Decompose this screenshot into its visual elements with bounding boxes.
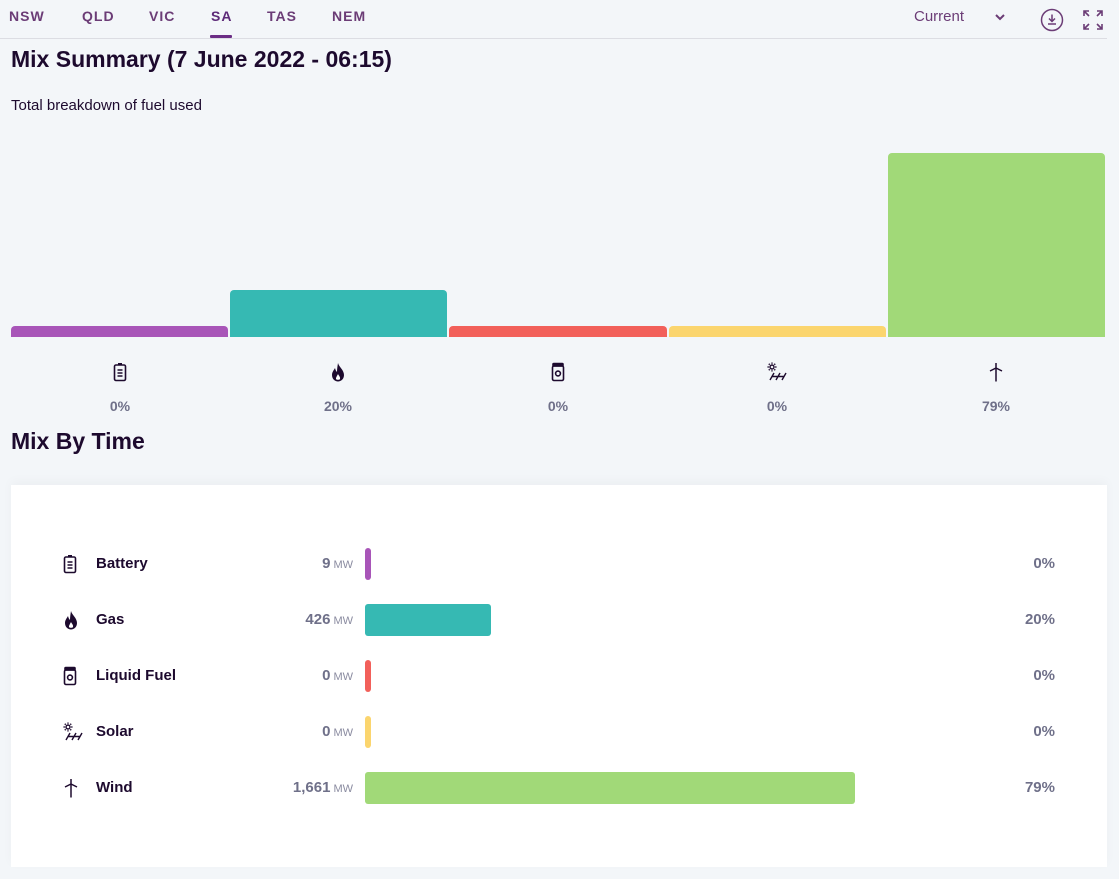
mw-unit: MW (333, 615, 353, 627)
summary-pct-solar: 0% (766, 398, 788, 414)
bar-gas[interactable] (230, 289, 448, 337)
chevron-down-icon (994, 7, 1006, 31)
wind-turbine-icon (63, 778, 79, 803)
fuel-label: Gas (96, 611, 125, 628)
fuel-label: Liquid Fuel (96, 667, 176, 684)
solar-icon (63, 722, 83, 747)
list-item-wind[interactable]: Wind 1,661 MW 79% (11, 772, 1107, 804)
mw-number: 1,661 (292, 779, 331, 796)
fuel-pct: 0% (1033, 667, 1055, 684)
active-tab-indicator (210, 35, 232, 38)
fuel-can-icon (63, 666, 77, 691)
fuel-bar-liquid-fuel (365, 660, 371, 692)
fuel-bar-solar (365, 716, 371, 748)
summary-gas: 20% (298, 362, 378, 414)
download-icon[interactable] (1040, 8, 1064, 37)
flame-icon (298, 362, 378, 388)
battery-icon (80, 362, 160, 388)
summary-pct-battery: 0% (109, 398, 131, 414)
tab-sa[interactable]: SA (211, 8, 233, 24)
mix-summary-chart (11, 130, 1107, 337)
mw-number: 426 (305, 611, 331, 628)
summary-solar: 0% (737, 362, 817, 414)
tab-tas[interactable]: TAS (267, 8, 297, 24)
bar-wind[interactable] (887, 153, 1105, 337)
fuel-pct: 0% (1033, 723, 1055, 740)
summary-pct-gas: 20% (323, 398, 353, 414)
fuel-bar-wind (365, 772, 855, 804)
solar-icon (737, 362, 817, 388)
summary-battery: 0% (80, 362, 160, 414)
mw-number: 0 (322, 723, 331, 740)
fuel-label: Battery (96, 555, 148, 572)
summary-liquid-fuel: 0% (518, 362, 598, 414)
list-item-gas[interactable]: Gas 426 MW 20% (11, 604, 1107, 636)
summary-pct-liquid-fuel: 0% (547, 398, 569, 414)
mw-unit: MW (333, 559, 353, 571)
fullscreen-icon[interactable] (1082, 9, 1104, 36)
region-tab-bar: NSW QLD VIC SA TAS NEM Current (0, 0, 1107, 39)
mix-by-time-title: Mix By Time (11, 428, 145, 454)
fuel-pct: 20% (1024, 611, 1055, 628)
tab-vic[interactable]: VIC (149, 8, 176, 24)
fuel-pct: 0% (1033, 555, 1055, 572)
mw-unit: MW (333, 727, 353, 739)
list-item-liquid-fuel[interactable]: Liquid Fuel 0 MW 0% (11, 660, 1107, 692)
bar-liquid-fuel[interactable] (449, 326, 667, 337)
summary-title: Mix Summary (7 June 2022 - 06:15) (11, 46, 392, 72)
fuel-mw-value: 0 MW (322, 723, 353, 740)
mw-unit: MW (333, 671, 353, 683)
tab-qld[interactable]: QLD (82, 8, 115, 24)
fuel-mw-value: 1,661 MW (293, 779, 353, 796)
tab-nsw[interactable]: NSW (9, 8, 45, 24)
fuel-mw-value: 426 MW (305, 611, 353, 628)
fuel-mw-value: 9 MW (322, 555, 353, 572)
bar-solar[interactable] (668, 326, 886, 337)
mw-unit: MW (333, 783, 353, 795)
fuel-bar-gas (365, 604, 491, 636)
summary-pct-wind: 79% (981, 398, 1011, 414)
bar-battery[interactable] (11, 326, 229, 337)
period-select[interactable]: Current (914, 8, 1009, 30)
fuel-label: Solar (96, 723, 134, 740)
fuel-label: Wind (96, 779, 133, 796)
fuel-bar-battery (365, 548, 371, 580)
mw-number: 0 (322, 667, 331, 684)
battery-icon (63, 554, 77, 579)
period-select-value: Current (914, 8, 965, 25)
fuel-can-icon (518, 362, 598, 388)
summary-subtitle: Total breakdown of fuel used (11, 97, 202, 114)
list-item-solar[interactable]: Solar 0 MW 0% (11, 716, 1107, 748)
wind-turbine-icon (956, 362, 1036, 388)
fuel-pct: 79% (1024, 779, 1055, 796)
fuel-mw-value: 0 MW (322, 667, 353, 684)
tab-nem[interactable]: NEM (332, 8, 367, 24)
mix-by-time-panel: Battery 9 MW 0% Gas 426 MW 20% Liquid Fuel… (11, 485, 1107, 867)
flame-icon (63, 610, 79, 635)
summary-wind: 79% (956, 362, 1036, 414)
mw-number: 9 (322, 555, 331, 572)
list-item-battery[interactable]: Battery 9 MW 0% (11, 548, 1107, 580)
